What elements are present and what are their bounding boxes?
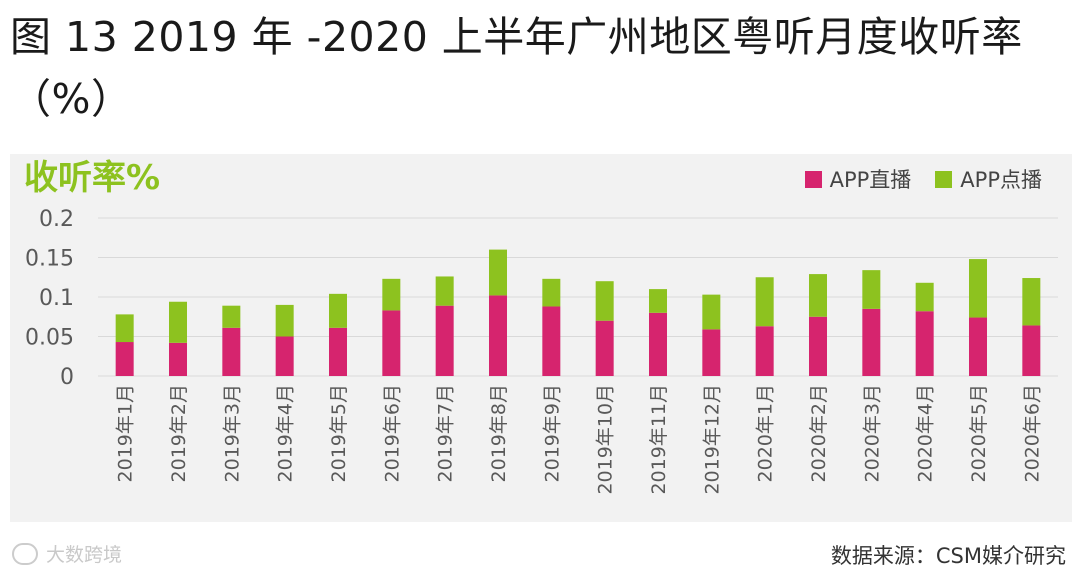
bar-app-on-demand (1022, 278, 1041, 326)
bar-app-on-demand (702, 294, 721, 330)
bar-app-live (222, 327, 241, 376)
bar-app-on-demand (649, 289, 667, 313)
bar-app-live (169, 342, 187, 376)
x-tick-label: 2019年11月 (648, 384, 670, 495)
y-tick-label: 0.05 (25, 326, 74, 351)
bar-app-live (435, 305, 454, 376)
chart-panel: 收听率% APP直播 APP点播 0 0.05 0.1 0.15 0.2 2019年1月 2… (10, 154, 1072, 522)
logo-mark-icon (12, 542, 38, 565)
x-tick-label: 2020年6月 (1021, 384, 1043, 482)
watermark-logo: 大数跨境 (12, 540, 122, 567)
y-tick-label: 0 (60, 365, 74, 390)
legend-swatch-on-demand (935, 170, 953, 188)
legend-item-live: APP直播 (804, 164, 912, 194)
x-tick-label: 2019年2月 (168, 384, 190, 482)
x-tick-label: 2020年2月 (808, 384, 830, 482)
y-axis-title: 收听率% (24, 158, 161, 198)
bar-app-live (915, 311, 934, 376)
x-tick-label: 2020年5月 (968, 384, 990, 482)
bar-app-live (489, 295, 507, 376)
bar-app-on-demand (755, 277, 774, 327)
bar-app-on-demand (595, 281, 614, 321)
y-tick-label: 0.2 (39, 207, 74, 232)
bar-app-on-demand (969, 259, 987, 318)
bar-app-on-demand (542, 278, 561, 307)
x-tick-label: 2019年8月 (488, 384, 510, 482)
chart-title: 图 13 2019 年 -2020 上半年广州地区粤听月度收听率（%） (10, 13, 1023, 123)
legend-item-on-demand: APP点播 (935, 164, 1042, 194)
x-tick-label: 2019年9月 (541, 384, 563, 482)
bar-app-live (809, 316, 827, 376)
x-tick-label: 2020年4月 (915, 384, 937, 482)
bar-app-on-demand (435, 276, 454, 306)
y-tick-label: 0.15 (25, 247, 74, 272)
x-tick-label: 2019年5月 (328, 384, 350, 482)
bar-app-live (115, 342, 134, 376)
x-tick-label: 2019年12月 (701, 384, 723, 495)
legend-swatch-live (804, 170, 822, 188)
bar-app-on-demand (115, 314, 134, 343)
bar-app-live (542, 306, 561, 376)
watermark-text: 大数跨境 (46, 544, 123, 566)
legend: APP直播 APP点播 (781, 164, 1042, 194)
bar-app-on-demand (382, 278, 401, 311)
x-tick-label: 2019年4月 (275, 384, 297, 482)
legend-label-on-demand: APP点播 (960, 168, 1042, 192)
bar-app-live (649, 312, 667, 376)
bar-app-on-demand (222, 305, 241, 328)
x-tick-label: 2019年1月 (115, 384, 137, 482)
x-tick-label: 2019年3月 (221, 384, 243, 482)
stacked-bar-chart: 0 0.05 0.1 0.15 0.2 2019年1月 2019年2月 2019年3月 2019… (25, 207, 1058, 495)
bar-app-on-demand (862, 270, 881, 309)
bar-app-live (969, 317, 987, 376)
bar-app-on-demand (809, 274, 827, 317)
x-tick-label: 2019年10月 (595, 384, 617, 495)
bar-app-on-demand (489, 249, 507, 296)
bar-app-on-demand (915, 282, 934, 312)
x-tick-label: 2020年3月 (861, 384, 883, 482)
bar-app-on-demand (329, 293, 347, 328)
bar-app-live (755, 326, 774, 376)
bar-app-live (275, 336, 294, 376)
x-tick-label: 2020年1月 (755, 384, 777, 482)
bar-app-live (329, 327, 347, 376)
bar-app-live (862, 308, 881, 376)
legend-label-live: APP直播 (829, 168, 912, 192)
bar-app-on-demand (275, 304, 294, 337)
bar-app-live (382, 310, 401, 376)
data-source: 数据来源：CSM媒介研究 (830, 544, 1066, 568)
bar-app-live (702, 329, 721, 376)
bar-app-live (1022, 325, 1041, 376)
bar-app-live (595, 320, 614, 376)
bar-app-on-demand (169, 301, 187, 343)
x-tick-label: 2019年7月 (435, 384, 457, 482)
x-tick-label: 2019年6月 (381, 384, 403, 482)
y-tick-label: 0.1 (39, 286, 74, 311)
